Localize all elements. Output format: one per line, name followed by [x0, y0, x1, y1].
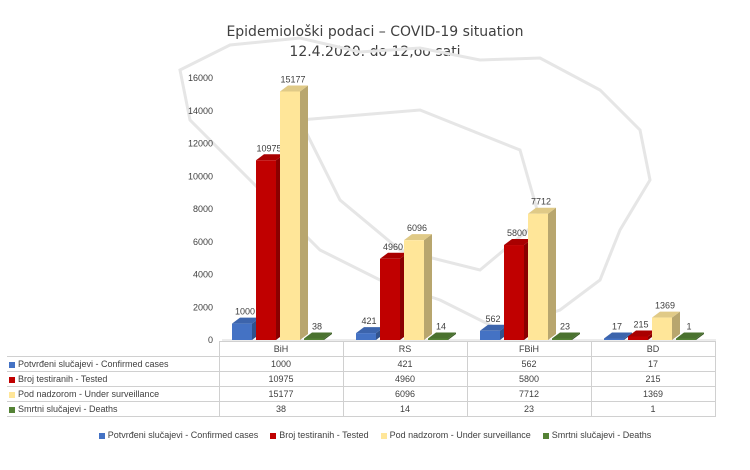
table-cell: 562: [466, 356, 592, 372]
legend-item: Potvrđeni slučajevi - Confirmed cases: [98, 430, 259, 440]
table-row: Smrtni slučajevi - Deaths 38 14 23 1: [7, 401, 716, 417]
bar-fbih-series-2: [504, 239, 532, 340]
category-label: RS: [342, 341, 468, 357]
bar-bd-series-3: [652, 311, 680, 340]
bar-rs-series-3: [404, 234, 432, 340]
data-label: 215: [633, 319, 648, 329]
table-row: Broj testiranih - Tested 10975 4960 5800 215: [7, 371, 716, 387]
series-row-label: Potvrđeni slučajevi - Confirmed cases: [7, 356, 220, 372]
table-cell: 421: [342, 356, 468, 372]
data-label: 4960: [383, 242, 403, 252]
y-tick-label: 8000: [193, 204, 213, 214]
legend-swatch: [542, 432, 549, 439]
y-tick-label: 14000: [188, 106, 213, 116]
bar-bd-series-1: [604, 332, 632, 340]
table-cell: 7712: [466, 386, 592, 402]
y-tick-label: 6000: [193, 237, 213, 247]
legend-swatch: [270, 432, 277, 439]
table-cell: 38: [218, 401, 344, 417]
table-cell: 14: [342, 401, 468, 417]
data-label: 17: [612, 322, 622, 332]
data-label: 6096: [407, 223, 427, 233]
category-label: BiH: [218, 341, 344, 357]
legend-key-swatch: [9, 376, 15, 383]
table-header-row: BiH RS FBiH BD: [7, 341, 716, 357]
legend-label: Broj testiranih - Tested: [279, 430, 369, 440]
legend-item: Pod nadzorom - Under surveillance: [380, 430, 531, 440]
chart-title-line-1: Epidemiološki podaci – COVID-19 situatio…: [226, 24, 524, 40]
data-label: 14: [436, 322, 446, 332]
legend-label: Potvrđeni slučajevi - Confirmed cases: [107, 430, 259, 440]
data-label: 7712: [531, 197, 551, 207]
table-cell: 5800: [466, 371, 592, 387]
bar-bd-series-2: [628, 330, 656, 340]
data-label: 1000: [235, 307, 255, 317]
y-tick-label: 2000: [193, 302, 213, 312]
table-cell: 1369: [590, 386, 716, 402]
table-cell: 15177: [218, 386, 344, 402]
y-tick-label: 10000: [188, 171, 213, 181]
legend-label: Pod nadzorom - Under surveillance: [389, 430, 531, 440]
legend-key-swatch: [9, 361, 15, 368]
table-cell: 215: [590, 371, 716, 387]
legend-label: Smrtni slučajevi - Deaths: [551, 430, 652, 440]
bar-rs-series-2: [380, 252, 408, 340]
data-label: 562: [485, 314, 500, 324]
series-row-label: Broj testiranih - Tested: [7, 371, 220, 387]
series-row-label: Smrtni slučajevi - Deaths: [7, 401, 220, 417]
y-tick-label: 16000: [188, 73, 213, 83]
legend-item: Smrtni slučajevi - Deaths: [542, 430, 652, 440]
y-tick-label: 12000: [188, 139, 213, 149]
bar-fbih-series-1: [480, 324, 508, 340]
table-cell: 1000: [218, 356, 344, 372]
bar-bih-series-2: [256, 154, 284, 340]
table-row: Potvrđeni slučajevi - Confirmed cases 100…: [7, 356, 716, 372]
series-row-label: Pod nadzorom - Under surveillance: [7, 386, 220, 402]
table-cell: 23: [466, 401, 592, 417]
table-cell: 17: [590, 356, 716, 372]
y-tick-label: 4000: [193, 270, 213, 280]
bar-rs-series-4: [428, 332, 456, 340]
y-tick-label: 0: [208, 335, 213, 345]
bar-rs-series-1: [356, 327, 384, 340]
chart-legend: Potvrđeni slučajevi - Confirmed cases Bro…: [0, 430, 750, 440]
table-cell: 10975: [218, 371, 344, 387]
data-label: 1369: [655, 301, 675, 311]
table-cell: 6096: [342, 386, 468, 402]
data-label: 5800: [507, 228, 527, 238]
table-row: Pod nadzorom - Under surveillance 15177 60…: [7, 386, 716, 402]
legend-item: Broj testiranih - Tested: [270, 430, 369, 440]
table-cell: 1: [590, 401, 716, 417]
data-label: 15177: [280, 74, 305, 84]
category-label: BD: [590, 341, 716, 357]
data-label: 23: [560, 322, 570, 332]
data-table: BiH RS FBiH BD Potvrđeni slučajevi - Confirm…: [7, 341, 716, 417]
legend-key-swatch: [9, 391, 15, 398]
legend-key-swatch: [9, 406, 15, 413]
legend-swatch: [380, 432, 387, 439]
data-label: 421: [361, 316, 376, 326]
data-label: 1: [686, 322, 691, 332]
table-cell: 4960: [342, 371, 468, 387]
category-label: FBiH: [466, 341, 592, 357]
bar-fbih-series-4: [552, 332, 580, 340]
bar-fbih-series-3: [528, 207, 556, 340]
bar-chart: 0 2000 4000 6000 8000 10000 12000 14000 16000 100…: [178, 36, 716, 345]
data-label: 10975: [256, 143, 281, 153]
bar-bih-series-3: [280, 85, 308, 340]
bar-bd-series-4: [676, 332, 704, 340]
bar-bih-series-4: [304, 332, 332, 340]
legend-swatch: [98, 432, 105, 439]
data-label: 38: [312, 322, 322, 332]
table-corner: [7, 342, 219, 357]
bar-bih-series-1: [232, 317, 260, 340]
